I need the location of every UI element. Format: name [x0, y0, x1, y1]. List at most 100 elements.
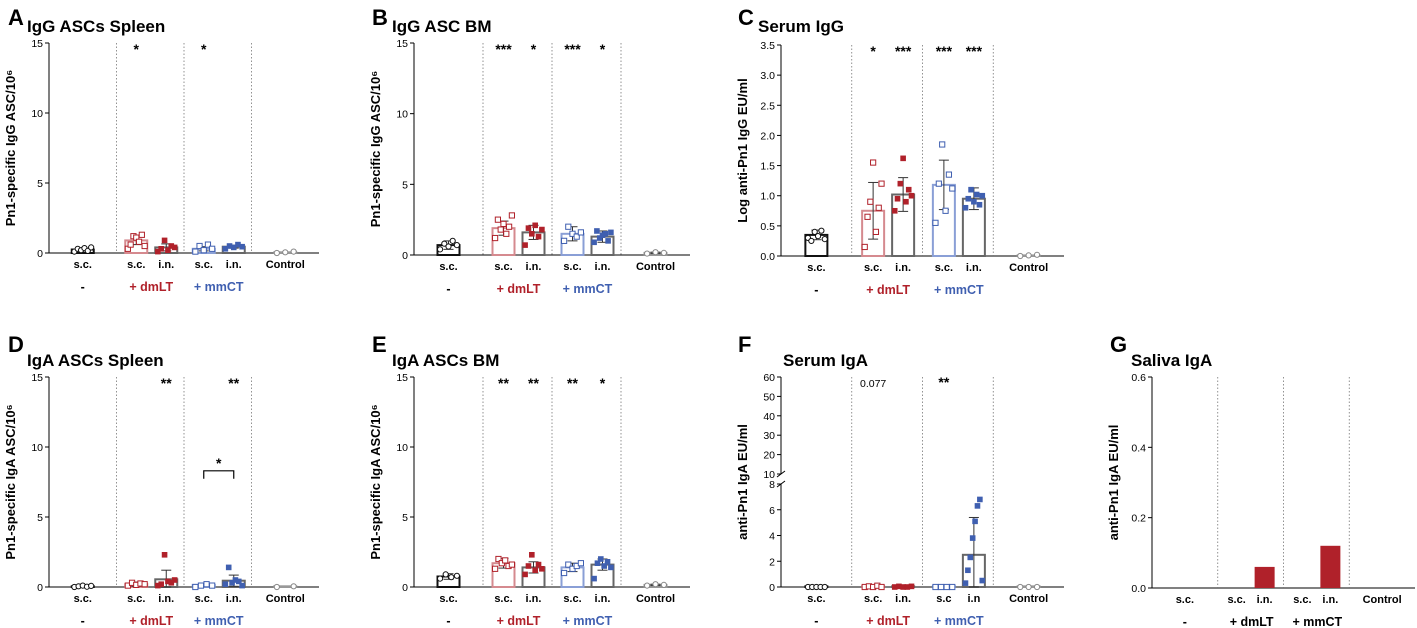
panel-g-bar — [1254, 566, 1275, 588]
panel-f-category-label: s.c — [936, 593, 951, 605]
panel-c-point — [962, 204, 969, 211]
panel-d-point — [273, 583, 280, 591]
panel-b-point — [441, 240, 448, 247]
panel-a-ytick-label: 0 — [37, 248, 43, 260]
panel-c-point — [976, 201, 983, 208]
panel-a-point — [155, 248, 161, 255]
panel-d-title: IgA ASCs Spleen — [27, 351, 164, 370]
panel-f-point — [937, 583, 945, 591]
panel-b-ytick-label: 15 — [396, 38, 408, 50]
panel-e-point — [565, 561, 572, 568]
panel-d-letter: D — [8, 332, 24, 357]
panel-a-point — [226, 243, 233, 249]
panel-g-category-label: Control — [1363, 594, 1402, 606]
panel-c-point — [905, 186, 912, 193]
panel-a-point — [192, 248, 199, 255]
panel-c-ytick-label: 2.0 — [760, 130, 775, 142]
panel-a-point — [171, 244, 178, 251]
panel-f-point — [821, 583, 828, 591]
panel-a-point — [141, 242, 148, 250]
panel-f-group-label: - — [814, 614, 818, 628]
panel-a-point — [196, 242, 203, 250]
panel-b-point — [573, 233, 580, 240]
panel-f-ytick-label: 2 — [769, 556, 775, 568]
panel-a-significance: * — [201, 41, 207, 57]
panel-a-point — [127, 241, 134, 248]
panel-g-category-label: i.n. — [1257, 594, 1273, 606]
panel-c-ytick-label: 0.5 — [760, 221, 775, 233]
panel-e-point — [601, 563, 607, 569]
panel-d-ytick-label: 5 — [37, 512, 43, 524]
panel-b-point — [591, 239, 597, 246]
panel-b-group-label: + mmCT — [563, 282, 613, 296]
panel-d-group-label: - — [81, 614, 85, 628]
panel-c-point — [878, 180, 885, 187]
panel-f-point — [974, 503, 981, 509]
panel-b-group-label: + dmLT — [497, 282, 541, 296]
panel-c-point — [942, 207, 949, 214]
panel-f-point — [1033, 583, 1041, 591]
panel-e-title: IgA ASCs BM — [392, 351, 499, 370]
panel-f-point — [979, 577, 986, 584]
panel-f-ytick-label: 30 — [763, 430, 775, 442]
panel-a-ytick-label: 15 — [31, 38, 43, 50]
panel-c-category-label: s.c. — [864, 262, 882, 274]
panel-f-group-label: + dmLT — [866, 614, 910, 628]
panel-g-ytick-label: 0.6 — [1131, 372, 1146, 384]
panel-b-title: IgG ASC BM — [392, 17, 491, 36]
panel-g-ytick-label: 0.4 — [1131, 442, 1146, 454]
panel-d-ytick-label: 15 — [31, 372, 43, 384]
panel-f-point — [891, 584, 898, 590]
panel-e-point — [591, 575, 597, 582]
panel-a-category-label: i.n. — [158, 259, 174, 271]
panel-b-letter: B — [372, 5, 388, 30]
panel-d-group-label: + dmLT — [129, 614, 173, 628]
panel-f-ytick-label: 40 — [763, 411, 775, 423]
panel-e-point — [644, 582, 651, 589]
panel-c-point — [861, 243, 868, 251]
panel-e-category-label: s.c. — [494, 593, 512, 605]
panel-c-ytick-label: 1.0 — [760, 191, 775, 203]
panel-d-significance: ** — [161, 375, 172, 391]
panel-c-point — [864, 213, 871, 220]
panel-c-category-label: Control — [1009, 262, 1048, 274]
panel-b-point — [608, 229, 614, 236]
panel-c-point — [900, 155, 906, 162]
panel-b-point — [506, 223, 513, 230]
panel-d-point — [155, 582, 161, 589]
panel-d-point — [171, 577, 178, 583]
panel-f-significance: 0.077 — [860, 378, 886, 390]
panel-e-point — [492, 565, 499, 572]
panel-f-point — [965, 567, 971, 574]
panel-b-point — [525, 225, 532, 231]
panel-f-point — [972, 518, 978, 525]
panel-d-point — [222, 581, 229, 587]
panel-c-point — [903, 198, 909, 205]
panel-c-group-label: + dmLT — [866, 283, 910, 297]
panel-a-point — [200, 247, 207, 254]
panel-b-point — [577, 229, 584, 236]
panel-d-significance: ** — [228, 375, 239, 391]
panel-e-point — [529, 552, 535, 558]
panel-f-ytick-label: 60 — [763, 372, 775, 384]
panel-d-point — [192, 583, 199, 591]
panel-b-point — [453, 242, 460, 249]
panel-e-category-label: i.n. — [595, 593, 611, 605]
panel-d-point — [158, 581, 165, 587]
panel-g-title: Saliva IgA — [1131, 351, 1212, 370]
panel-e-category-label: s.c. — [563, 593, 581, 605]
panel-b-ytick-label: 10 — [396, 109, 408, 121]
panel-d-ytick-label: 0 — [37, 582, 43, 594]
panel-b-point — [565, 223, 572, 230]
panel-b-point — [539, 226, 545, 233]
panel-e-group-label: + mmCT — [563, 614, 613, 628]
panel-a-group-label: + dmLT — [129, 280, 173, 294]
panel-e-point — [577, 560, 584, 567]
panel-a-ytick-label: 5 — [37, 178, 43, 190]
panel-c-point — [821, 236, 828, 243]
panel-c-point — [1017, 252, 1024, 260]
panel-a-point — [168, 243, 175, 249]
panel-d-category-label: i.n. — [158, 593, 174, 605]
panel-b-point — [492, 234, 499, 242]
panel-b-ytick-label: 5 — [402, 179, 408, 191]
